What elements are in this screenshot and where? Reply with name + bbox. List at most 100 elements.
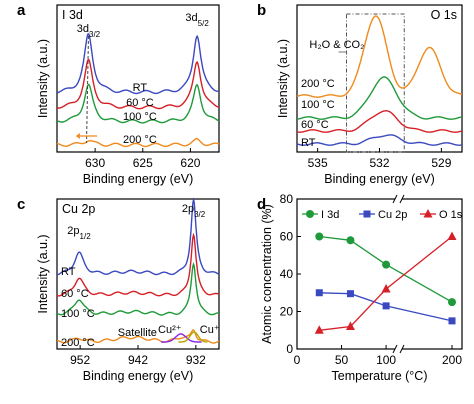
deconvolution-curve [178,331,208,343]
y-tick-label: 0 [286,342,293,356]
y-tick-label: 80 [280,192,294,206]
x-tick-label: 100 [376,353,396,367]
series-line [319,292,453,322]
series-label: RT [301,137,316,149]
axis-break-mark [392,194,398,204]
y-tick-label: 60 [280,230,294,244]
spectrum-line [56,329,220,344]
series-label: 60 °C [301,119,329,131]
data-point [382,302,390,310]
spectrum-line [56,32,220,95]
plot-frame [296,198,463,350]
x-axis-label: Temperature (°C) [332,369,428,383]
panel-b: b Binding energy (eV) Intensity (a.u.) 535 5… [257,2,463,186]
panel-letter: d [257,196,266,213]
highlight-region [346,13,405,153]
legend-marker [363,210,371,218]
y-axis-label: Atomic concentration (%) [260,204,274,344]
x-tick-label: 529 [431,156,451,170]
data-point [315,289,323,297]
axis-break-mask [395,345,402,353]
series-label: 200 °C [123,134,157,146]
spectrum-line [56,262,219,316]
spectrum-line [296,15,463,98]
x-tick-label: 942 [128,353,148,367]
series-label: 100 °C [301,99,335,111]
spectrum-line [56,83,220,124]
panel-letter: c [17,196,25,213]
series-label: 200 °C [61,337,95,349]
series-label: 100 °C [123,111,157,123]
plot-frame [56,4,220,153]
data-point [381,284,391,293]
legend-marker [423,209,433,218]
x-tick-label: 532 [369,156,389,170]
x-tick-label: 200 [442,353,462,367]
legend-label: Cu 2p [378,209,407,221]
spectrum-line [56,58,220,110]
shift-guide-line [86,35,89,144]
x-tick-label: 535 [308,156,328,170]
x-tick-label: 620 [180,156,200,170]
panel-letter: b [257,2,266,19]
annotation: Satellite [118,327,157,339]
data-point [314,325,324,334]
spectrum-line [296,134,463,146]
panel-a: a Binding energy (eV) Intensity (a.u.) 630 6… [17,2,220,186]
y-axis-label: Intensity (a.u.) [36,39,50,118]
spectrum-line [296,109,463,133]
legend-label: O 1s [439,209,463,221]
annotation: Cu²⁺ [158,324,182,336]
spectrum-line [56,197,220,276]
x-axis-label: Binding energy (eV) [83,369,193,383]
x-tick-label: 625 [133,156,153,170]
legend-label: I 3d [321,209,339,221]
shift-arrow-head [75,133,80,139]
data-point [346,236,355,245]
series-label: 100 °C [61,308,95,320]
spectrum-line [56,232,220,297]
x-tick-label: 952 [70,353,90,367]
data-point [382,260,391,269]
panel-title: Cu 2p [62,202,95,216]
data-point [345,321,355,330]
series-label: 60 °C [61,288,89,300]
series-line [319,235,453,331]
peak-label-subscript: 1/2 [80,232,92,241]
y-tick-label: 20 [280,305,294,319]
panel-d: d 0 20 40 60 80 0 50 100 200 Temperature (°C) Atomi… [257,192,463,383]
x-axis-label: Binding energy (eV) [324,172,434,186]
axis-break-mark [399,344,405,354]
series-label: RT [61,266,76,278]
y-axis-label: Intensity (a.u.) [276,39,290,118]
x-tick-label: 0 [294,353,301,367]
x-tick-label: 932 [186,353,206,367]
peak-label-subscript: 5/2 [198,19,210,28]
x-tick-label: 50 [335,353,349,367]
series-label: 200 °C [301,78,335,90]
y-axis-label: Intensity (a.u.) [36,234,50,313]
panel-c: c Binding energy (eV) Intensity (a.u.) 952 9… [17,196,220,383]
data-point [448,317,456,325]
data-point [315,232,324,241]
spectrum-line [297,76,463,120]
legend-marker [306,210,314,218]
peak-label: 3d5/2 [185,12,209,28]
series-label: 60 °C [126,97,154,109]
peak-label-subscript: 3/2 [89,30,101,39]
annotation: H₂O & CO₂ [309,39,364,51]
series-line [319,235,453,303]
x-tick-label: 630 [85,156,105,170]
axis-break-mark [392,344,398,354]
panel-letter: a [17,2,26,19]
peak-label: 2p1/2 [67,225,91,241]
y-tick-label: 40 [280,267,294,281]
panel-title: I 3d [62,8,83,22]
data-point [447,231,457,240]
peak-label-subscript: 3/2 [194,210,206,219]
axis-break-mask [395,195,402,203]
series-label: RT [133,82,148,94]
data-point [346,290,354,298]
panel-title: O 1s [431,8,457,22]
